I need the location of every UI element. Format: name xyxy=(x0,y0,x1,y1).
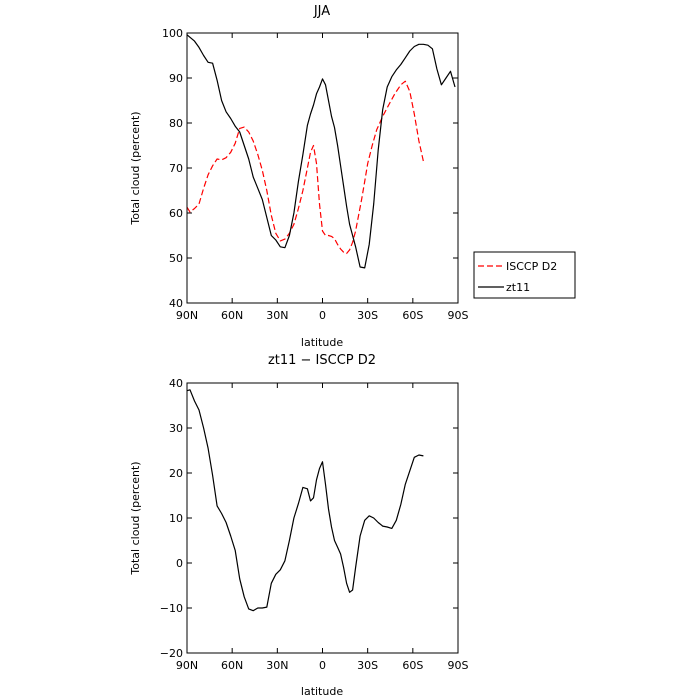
plot-frame-top xyxy=(186,32,459,304)
x-tick-label: 30S xyxy=(357,309,378,322)
x-tick-label: 0 xyxy=(319,659,326,672)
x-tick-label: 60S xyxy=(402,659,423,672)
y-tick-label: 70 xyxy=(169,162,183,175)
y-tick-label: 100 xyxy=(162,27,183,40)
x-tick-label: 30S xyxy=(357,659,378,672)
x-tick-label: 30N xyxy=(266,309,288,322)
legend: ISCCP D2 zt11 xyxy=(473,251,576,299)
x-tick-label: 30N xyxy=(266,659,288,672)
y-tick-label: 60 xyxy=(169,207,183,220)
y-tick-label: 40 xyxy=(169,377,183,390)
series-layer-bottom xyxy=(186,389,424,612)
y-tick-label: 30 xyxy=(169,422,183,435)
y-tick-label: 80 xyxy=(169,117,183,130)
y-axis-bottom: −20 −10 0 10 20 30 40 xyxy=(160,377,458,660)
y-axis-title-bottom: Total cloud (percent) xyxy=(129,461,142,575)
x-axis-title-top: latitude xyxy=(301,336,343,349)
y-tick-label: 0 xyxy=(176,557,183,570)
panel-title-top: JJA xyxy=(313,4,330,19)
y-tick-label: 90 xyxy=(169,72,183,85)
y-axis-top: 40 50 60 70 80 90 100 xyxy=(162,27,458,310)
y-tick-label: 40 xyxy=(169,297,183,310)
y-tick-label: −20 xyxy=(160,647,183,660)
x-tick-label: 60N xyxy=(221,659,243,672)
legend-box xyxy=(473,251,576,299)
panel-title-bottom: zt11 − ISCCP D2 xyxy=(268,353,376,368)
legend-label-isccp-d2: ISCCP D2 xyxy=(506,260,557,273)
series-line-series-0 xyxy=(186,389,424,612)
y-tick-label: 20 xyxy=(169,467,183,480)
y-tick-label: 10 xyxy=(169,512,183,525)
series-line-zt11 xyxy=(186,34,456,269)
x-tick-label: 90N xyxy=(176,309,198,322)
x-tick-label: 90N xyxy=(176,659,198,672)
y-axis-title-top: Total cloud (percent) xyxy=(129,111,142,225)
x-tick-label: 90S xyxy=(448,309,469,322)
x-tick-label: 90S xyxy=(448,659,469,672)
x-tick-label: 60N xyxy=(221,309,243,322)
x-axis-top: 90N 60N 30N 0 30S 60S 90S xyxy=(176,33,469,322)
x-axis-bottom: 90N 60N 30N 0 30S 60S 90S xyxy=(176,383,469,672)
x-tick-label: 0 xyxy=(319,309,326,322)
y-tick-label: 50 xyxy=(169,252,183,265)
x-axis-title-bottom: latitude xyxy=(301,685,343,698)
legend-label-zt11: zt11 xyxy=(506,281,530,294)
plot-frame-bottom xyxy=(186,382,459,654)
x-tick-label: 60S xyxy=(402,309,423,322)
panel-bottom: zt11 − ISCCP D2 −20 −10 0 10 20 30 40 90N 60N 30… xyxy=(129,353,469,698)
series-line-isccp-d2 xyxy=(186,80,424,255)
series-layer-top xyxy=(186,34,456,269)
y-tick-label: −10 xyxy=(160,602,183,615)
